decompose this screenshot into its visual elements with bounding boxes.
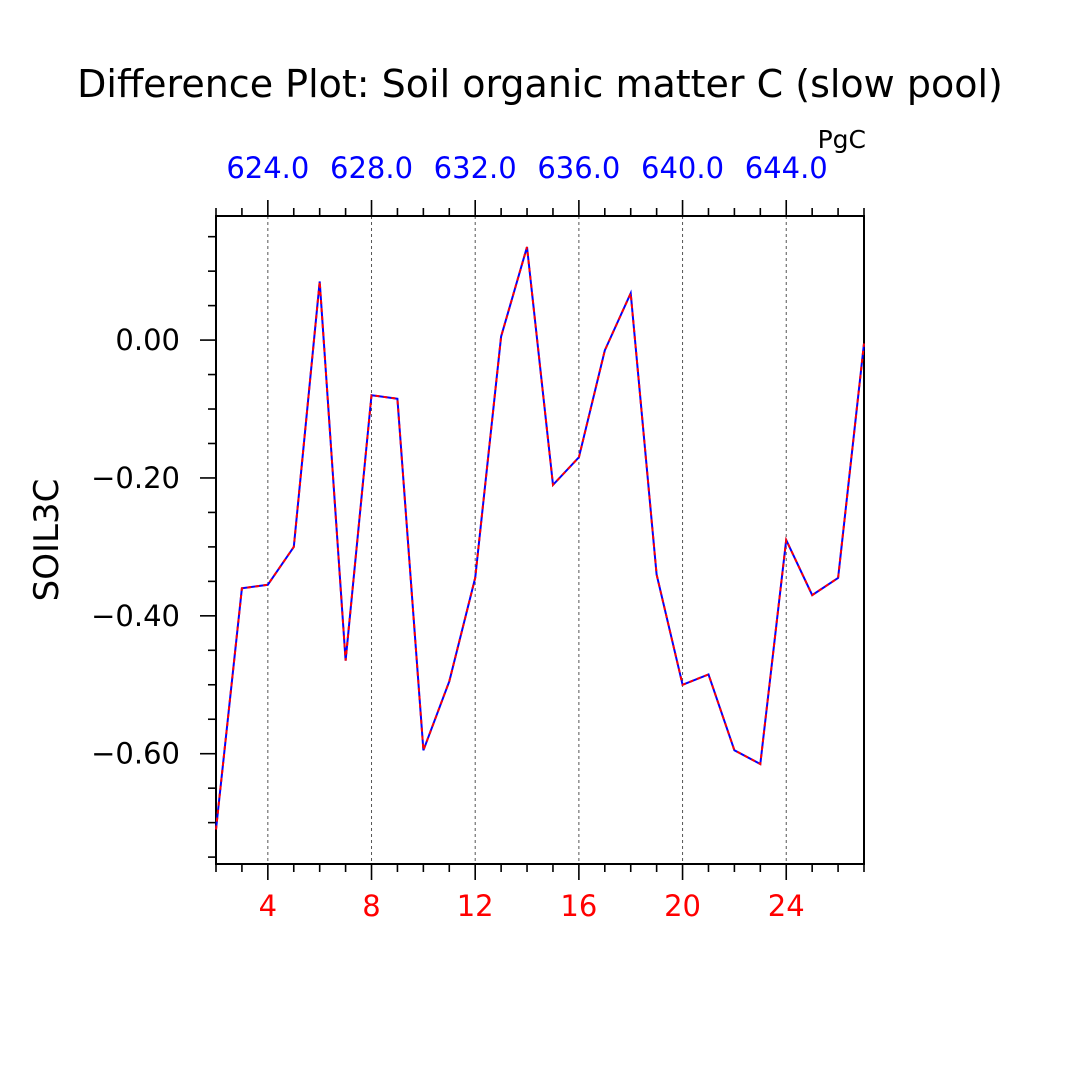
top-tick-label: 632.0: [434, 151, 517, 185]
top-tick-label: 644.0: [745, 151, 828, 185]
y-tick-label: 0.00: [115, 323, 180, 357]
y-tick-label: −0.60: [91, 737, 180, 771]
x-gridlines: [267, 216, 787, 864]
x-tick-label: 8: [362, 889, 380, 923]
x-tick-label: 12: [457, 889, 494, 923]
series-line-dashed: [215, 246, 865, 830]
tick-labels: 4 8 12 16 20 24 624.0 628.0 632.0 636.0 640.0 644.0…: [91, 151, 828, 923]
top-tick-label: 640.0: [641, 151, 724, 185]
top-axis-unit: PgC: [818, 125, 866, 154]
top-tick-label: 628.0: [330, 151, 413, 185]
top-tick-label: 624.0: [226, 151, 309, 185]
top-tick-label: 636.0: [537, 151, 620, 185]
x-tick-label: 20: [664, 889, 701, 923]
x-tick-label: 24: [768, 889, 805, 923]
y-tick-label: −0.20: [91, 461, 180, 495]
y-tick-label: −0.40: [91, 599, 180, 633]
y-axis-label: SOIL3C: [27, 479, 67, 602]
x-tick-label: 16: [560, 889, 597, 923]
data-series: [215, 246, 865, 830]
axis-ticks: [200, 200, 865, 880]
chart-title: Difference Plot: Soil organic matter C (…: [77, 62, 1003, 106]
plot-frame: [215, 215, 865, 865]
series-line-solid: [215, 246, 865, 830]
x-tick-label: 4: [259, 889, 277, 923]
